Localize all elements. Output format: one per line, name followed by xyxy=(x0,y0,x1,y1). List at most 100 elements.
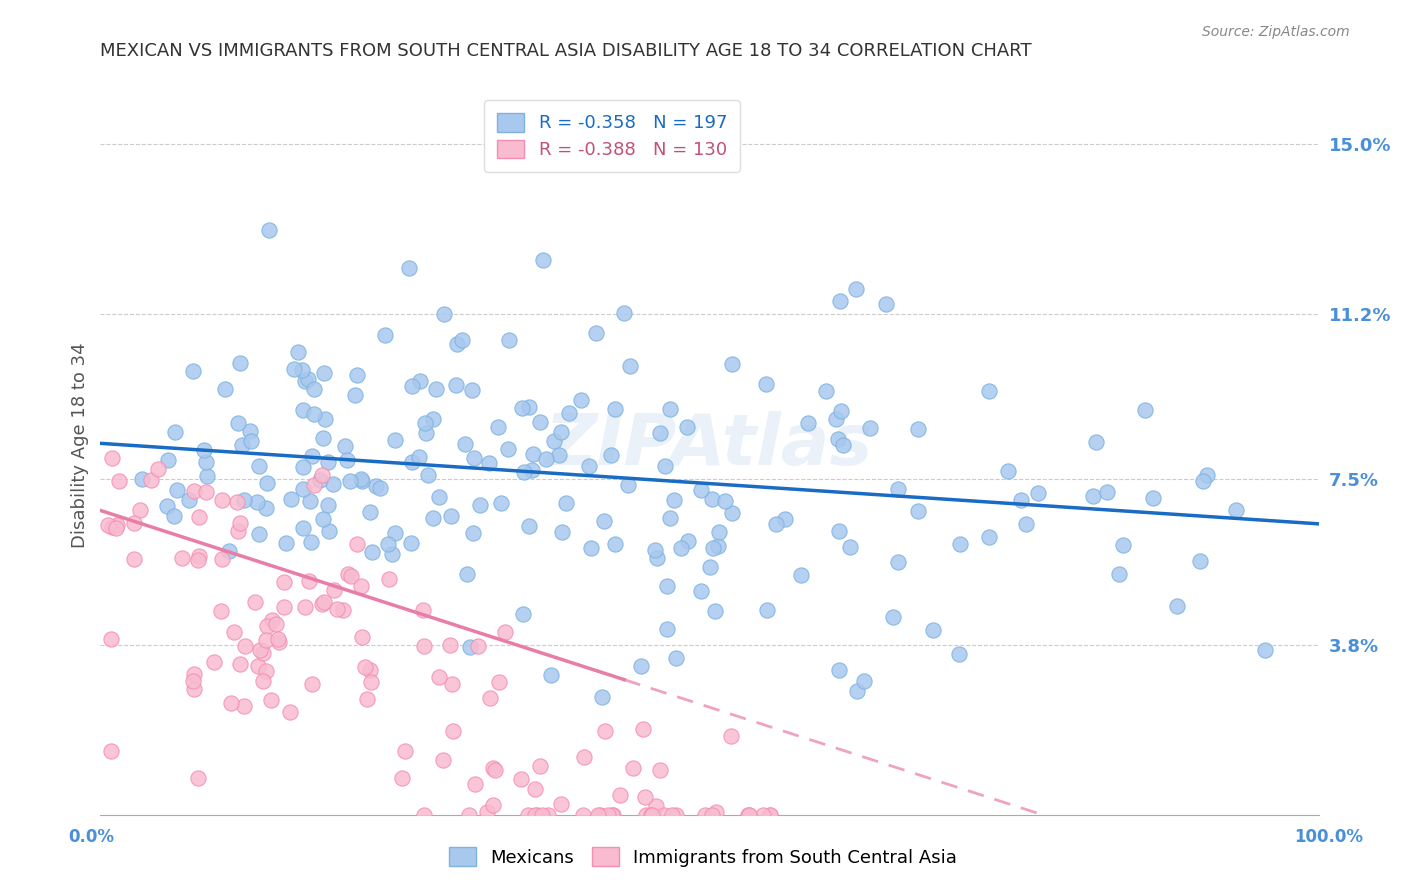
Point xyxy=(401,379,423,393)
Point xyxy=(239,434,262,449)
Point xyxy=(759,807,782,822)
Point xyxy=(482,761,505,775)
Point xyxy=(291,363,314,377)
Point xyxy=(225,494,247,508)
Point xyxy=(254,664,277,678)
Point xyxy=(714,494,737,508)
Point xyxy=(304,407,326,421)
Point xyxy=(702,541,724,556)
Point xyxy=(1197,468,1219,483)
Point xyxy=(309,473,332,487)
Point xyxy=(297,372,319,386)
Point xyxy=(412,603,434,617)
Point xyxy=(291,460,314,475)
Point xyxy=(699,559,721,574)
Point xyxy=(131,472,153,486)
Point xyxy=(645,799,668,814)
Point xyxy=(274,536,297,550)
Point xyxy=(187,771,209,785)
Point xyxy=(157,452,180,467)
Point xyxy=(664,493,686,508)
Point xyxy=(413,807,436,822)
Point xyxy=(828,294,851,309)
Point xyxy=(574,750,596,764)
Point xyxy=(231,438,253,452)
Point xyxy=(267,634,290,648)
Point xyxy=(226,417,249,431)
Point xyxy=(543,434,565,448)
Point xyxy=(654,458,676,473)
Point xyxy=(247,459,270,474)
Point xyxy=(446,337,468,351)
Point xyxy=(513,465,536,479)
Point xyxy=(721,357,744,371)
Point xyxy=(314,367,336,381)
Point xyxy=(997,464,1019,478)
Point xyxy=(589,807,612,822)
Point xyxy=(1026,485,1049,500)
Point xyxy=(655,622,678,636)
Point xyxy=(517,519,540,533)
Point xyxy=(659,511,682,525)
Point xyxy=(361,545,384,559)
Point xyxy=(832,438,855,452)
Point xyxy=(550,797,572,812)
Point xyxy=(790,568,813,582)
Point xyxy=(520,462,543,476)
Point xyxy=(838,541,860,555)
Point xyxy=(464,777,486,791)
Point xyxy=(163,425,186,439)
Point xyxy=(720,506,742,520)
Point xyxy=(690,584,713,599)
Point xyxy=(311,431,333,445)
Point xyxy=(853,673,876,688)
Point xyxy=(408,450,430,465)
Point xyxy=(291,482,314,496)
Point xyxy=(323,582,346,597)
Point xyxy=(454,437,477,451)
Point xyxy=(239,424,262,438)
Point xyxy=(547,448,569,462)
Point xyxy=(100,632,122,647)
Point xyxy=(640,807,662,822)
Point xyxy=(460,640,482,655)
Point xyxy=(122,516,145,530)
Point xyxy=(283,362,305,376)
Point xyxy=(440,509,463,524)
Point xyxy=(100,519,122,533)
Point xyxy=(602,807,624,822)
Point xyxy=(756,603,779,617)
Point xyxy=(105,521,128,535)
Point xyxy=(193,443,215,458)
Point xyxy=(456,566,478,581)
Point xyxy=(233,639,256,653)
Point xyxy=(598,807,620,822)
Point xyxy=(529,415,551,429)
Point xyxy=(233,493,256,508)
Point xyxy=(339,569,361,583)
Point xyxy=(122,552,145,566)
Point xyxy=(335,453,357,467)
Point xyxy=(422,511,444,525)
Point xyxy=(773,512,796,526)
Point xyxy=(183,484,205,499)
Point xyxy=(425,382,447,396)
Point xyxy=(246,659,269,673)
Point xyxy=(907,503,929,517)
Point xyxy=(591,690,613,705)
Point xyxy=(581,541,603,555)
Point xyxy=(922,623,945,637)
Point xyxy=(413,416,436,430)
Point xyxy=(332,602,354,616)
Point xyxy=(350,631,373,645)
Point xyxy=(450,333,472,347)
Point xyxy=(259,223,281,237)
Point xyxy=(280,705,302,719)
Point xyxy=(139,473,162,487)
Point xyxy=(413,639,436,653)
Point xyxy=(720,729,742,743)
Point xyxy=(1095,485,1118,500)
Point xyxy=(129,503,152,517)
Point xyxy=(751,807,773,822)
Point xyxy=(409,374,432,388)
